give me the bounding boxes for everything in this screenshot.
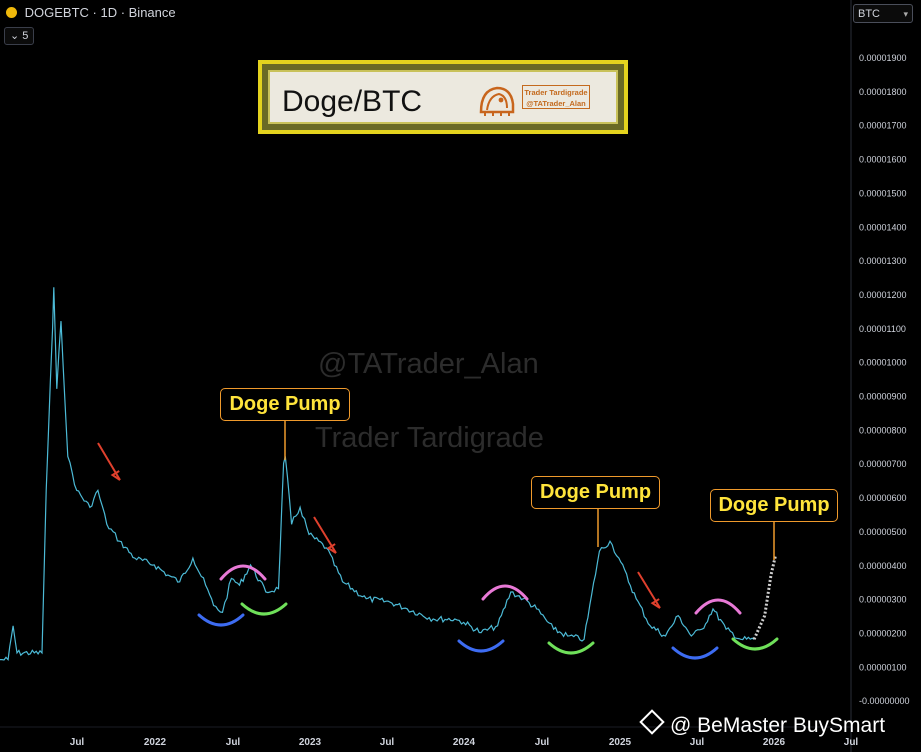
y-tick-label: 0.00000900 bbox=[859, 392, 907, 402]
footer-credit: @ BeMaster BuySmart bbox=[639, 709, 886, 738]
y-tick-label: 0.00001300 bbox=[859, 256, 907, 266]
watermark-handle: @TATrader_Alan bbox=[318, 348, 539, 380]
y-tick-label: 0.00001700 bbox=[859, 121, 907, 131]
doge-pump-callout-1: Doge Pump bbox=[220, 388, 350, 421]
brand-badge: Trader Tardigrade @TATrader_Alan bbox=[522, 85, 590, 109]
y-tick-label: 0.00001500 bbox=[859, 188, 907, 198]
red-arrow bbox=[97, 442, 121, 481]
chart-header: DOGEBTC · 1D · Binance bbox=[6, 5, 176, 20]
brand-handle: @TATrader_Alan bbox=[526, 99, 586, 108]
chevron-icon: ⌄ bbox=[10, 30, 20, 42]
pink-arc bbox=[481, 584, 529, 601]
y-tick-label: 0.00000600 bbox=[859, 493, 907, 503]
y-tick-label: 0.00001100 bbox=[859, 324, 906, 334]
x-tick-label: 2022 bbox=[144, 737, 167, 748]
x-tick-label: 2025 bbox=[609, 737, 632, 748]
indicator-toggle-button[interactable]: ⌄ 5 bbox=[4, 27, 35, 45]
watermark-name: Trader Tardigrade bbox=[315, 422, 544, 454]
red-arrow bbox=[637, 571, 661, 609]
blue-arc bbox=[197, 613, 245, 627]
projection-line bbox=[752, 554, 778, 640]
y-tick-label: 0.00000200 bbox=[859, 628, 907, 638]
y-tick-label: -0.00000000 bbox=[859, 696, 910, 706]
title-inner: Doge/BTC Trader Tardigrade @TATrader_Ala… bbox=[268, 70, 618, 124]
chevron-down-icon: ▾ bbox=[903, 9, 908, 19]
title-box: Doge/BTC Trader Tardigrade @TATrader_Ala… bbox=[258, 60, 628, 134]
price-series bbox=[0, 287, 778, 661]
x-tick-label: Jul bbox=[690, 737, 705, 748]
doge-pump-callout-3: Doge Pump bbox=[710, 489, 838, 522]
y-tick-label: 0.00001600 bbox=[859, 155, 907, 165]
currency-value: BTC bbox=[858, 8, 880, 20]
x-tick-label: 2026 bbox=[763, 737, 786, 748]
green-arc bbox=[240, 602, 288, 616]
pink-arc bbox=[219, 564, 267, 581]
y-tick-label: 0.00001000 bbox=[859, 358, 907, 368]
green-arc bbox=[731, 637, 779, 651]
chart-title: Doge/BTC bbox=[282, 85, 423, 118]
y-tick-label: 0.00001800 bbox=[859, 87, 907, 97]
y-tick-label: 0.00001200 bbox=[859, 290, 907, 300]
currency-select[interactable]: BTC ▾ bbox=[853, 4, 913, 23]
green-arc bbox=[547, 641, 595, 655]
y-tick-label: 0.00000700 bbox=[859, 459, 907, 469]
header-text: DOGEBTC · 1D · Binance bbox=[24, 5, 176, 20]
x-tick-label: Jul bbox=[70, 737, 85, 748]
y-tick-label: 0.00001400 bbox=[859, 222, 907, 232]
brand-name: Trader Tardigrade bbox=[524, 88, 588, 97]
doge-coin-icon bbox=[6, 7, 17, 18]
red-arrow-head bbox=[326, 543, 337, 554]
blue-arc bbox=[671, 646, 719, 660]
blue-arc bbox=[457, 639, 505, 653]
x-axis: Jul 2022 Jul 2023 Jul 2024 Jul 2025 Jul 2026 Jul bbox=[70, 737, 859, 748]
y-axis: 0.00001900 0.00001800 0.00001700 0.00001600… bbox=[859, 53, 910, 706]
tardigrade-logo-icon bbox=[479, 86, 515, 116]
indicator-count: 5 bbox=[22, 30, 29, 42]
x-tick-label: 2023 bbox=[299, 737, 322, 748]
x-tick-label: 2024 bbox=[453, 737, 476, 748]
annotations bbox=[97, 421, 779, 660]
pink-arc bbox=[694, 598, 742, 615]
y-tick-label: 0.00000300 bbox=[859, 595, 907, 605]
binance-logo-icon bbox=[639, 709, 665, 735]
y-tick-label: 0.00000100 bbox=[859, 662, 907, 672]
y-tick-label: 0.00000400 bbox=[859, 561, 907, 571]
y-tick-label: 0.00000800 bbox=[859, 425, 907, 435]
doge-pump-callout-2: Doge Pump bbox=[531, 476, 660, 509]
x-tick-label: Jul bbox=[535, 737, 550, 748]
x-tick-label: Jul bbox=[380, 737, 395, 748]
footer-text: @ BeMaster BuySmart bbox=[670, 714, 886, 737]
y-tick-label: 0.00001900 bbox=[859, 53, 907, 63]
red-arrow bbox=[313, 516, 337, 554]
price-line bbox=[0, 287, 755, 661]
x-tick-label: Jul bbox=[226, 737, 241, 748]
y-tick-label: 0.00000500 bbox=[859, 527, 907, 537]
red-arrow-head bbox=[110, 470, 121, 481]
red-arrow-head bbox=[650, 598, 661, 609]
x-tick-label: Jul bbox=[844, 737, 859, 748]
